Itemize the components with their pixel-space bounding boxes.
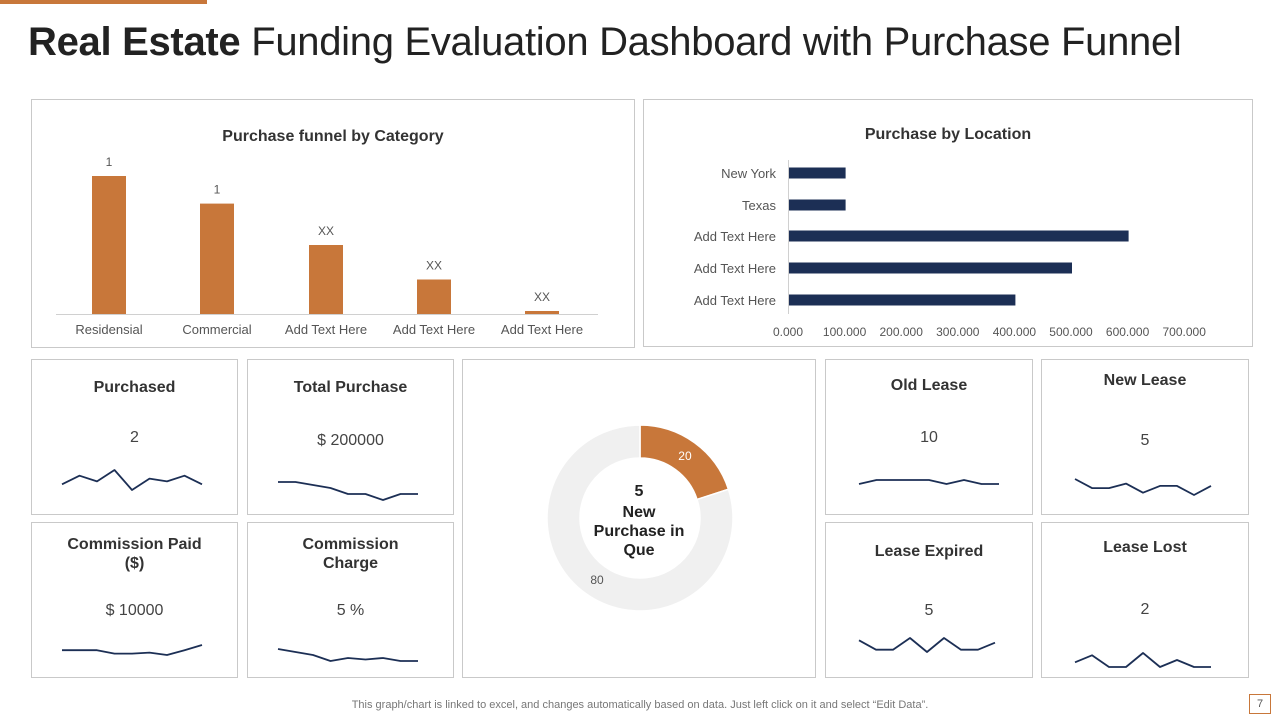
card-title: Purchased — [93, 379, 176, 396]
location-category-label: Add Text Here — [694, 261, 776, 276]
location-category-label: Add Text Here — [694, 229, 776, 244]
card-title: Lease Lost — [1103, 539, 1187, 556]
card-purchased[interactable]: Purchased 2 — [31, 359, 238, 515]
donut-center-label: New Purchase in Que — [593, 504, 685, 559]
funnel-data-label: XX — [318, 224, 334, 238]
location-chart-panel[interactable]: Purchase by Location New York Texas Add Te… — [643, 99, 1253, 347]
card-value: $ 10000 — [105, 602, 164, 619]
donut-center-value: 5 — [634, 483, 644, 500]
funnel-category-label: Add Text Here — [393, 322, 475, 337]
funnel-data-label: 1 — [214, 183, 221, 197]
card-old-lease[interactable]: Old Lease 10 — [825, 359, 1033, 515]
funnel-data-label: XX — [534, 290, 550, 304]
funnel-category-label: Residensial — [75, 322, 142, 337]
sparkline-path — [278, 481, 418, 501]
location-x-tick: 400.000 — [993, 325, 1037, 339]
card-value: $ 200000 — [317, 432, 384, 449]
card-title: Lease Expired — [874, 543, 984, 560]
location-bar[interactable] — [789, 199, 846, 211]
funnel-bar[interactable] — [525, 311, 559, 314]
sparkline — [61, 469, 203, 491]
card-title: New Lease — [1103, 372, 1187, 389]
location-category-label: Texas — [742, 198, 776, 213]
donut-slice[interactable] — [546, 424, 734, 612]
location-bar[interactable] — [789, 294, 1016, 306]
card-value: 2 — [1140, 601, 1150, 618]
location-x-tick: 200.000 — [880, 325, 924, 339]
sparkline-path — [277, 648, 418, 662]
sparkline-path — [62, 644, 203, 656]
donut-slice-label: 20 — [678, 449, 692, 463]
sparkline-path — [858, 479, 999, 485]
donut-slice-label: 80 — [590, 573, 604, 587]
location-x-tick: 0.000 — [773, 325, 803, 339]
funnel-chart-title: Purchase funnel by Category — [222, 128, 444, 145]
sparkline — [858, 479, 999, 485]
sparkline — [278, 481, 418, 501]
location-bar[interactable] — [789, 230, 1129, 242]
card-title: Total Purchase — [293, 379, 408, 396]
card-lease-lost[interactable]: Lease Lost 2 — [1041, 522, 1249, 678]
sparkline — [858, 637, 996, 653]
accent-bar — [0, 0, 207, 4]
location-x-tick: 300.000 — [936, 325, 980, 339]
funnel-chart: 1 Residensial 1 Commercial XX Add Text Here XX… — [56, 155, 598, 337]
card-title: Commission Charge — [302, 536, 399, 572]
sparkline-path — [858, 637, 996, 653]
card-lease-expired[interactable]: Lease Expired 5 — [825, 522, 1033, 678]
funnel-bar[interactable] — [309, 245, 343, 314]
sparkline — [1074, 478, 1212, 496]
card-value: 10 — [920, 429, 938, 446]
card-value: 2 — [130, 429, 139, 446]
sparkline-path — [1074, 652, 1211, 668]
card-total-purchase[interactable]: Total Purchase $ 200000 — [247, 359, 454, 515]
donut-panel[interactable]: 20 80 5 New Purchase in Que — [462, 359, 816, 678]
page-title: Real Estate Funding Evaluation Dashboard… — [28, 20, 1182, 64]
footer-note: This graph/chart is linked to excel, and… — [351, 699, 929, 711]
sparkline-path — [1074, 478, 1212, 496]
sparkline — [1074, 652, 1211, 668]
card-commission-charge[interactable]: Commission Charge 5 % — [247, 522, 454, 678]
card-commission-paid[interactable]: Commission Paid ($) $ 10000 — [31, 522, 238, 678]
location-x-tick: 600.000 — [1106, 325, 1150, 339]
sparkline — [277, 648, 418, 662]
location-chart-title: Purchase by Location — [864, 126, 1032, 143]
card-value: 5 % — [336, 602, 365, 619]
location-x-tick: 500.000 — [1049, 325, 1093, 339]
card-title: Old Lease — [890, 377, 968, 394]
card-new-lease[interactable]: New Lease 5 — [1041, 359, 1249, 515]
funnel-bar[interactable] — [92, 176, 126, 314]
funnel-category-label: Add Text Here — [285, 322, 367, 337]
location-bar[interactable] — [789, 167, 846, 179]
location-x-tick: 700.000 — [1163, 325, 1207, 339]
card-value: 5 — [1140, 432, 1150, 449]
page-number: 7 — [1249, 694, 1271, 714]
card-value: 5 — [924, 602, 934, 619]
funnel-data-label: XX — [426, 259, 442, 273]
funnel-bar[interactable] — [417, 279, 451, 315]
sparkline-path — [61, 469, 203, 491]
location-bar[interactable] — [789, 262, 1072, 274]
funnel-data-label: 1 — [106, 155, 113, 169]
funnel-category-label: Add Text Here — [501, 322, 583, 337]
funnel-bar[interactable] — [200, 203, 234, 314]
funnel-category-label: Commercial — [182, 322, 251, 337]
location-category-label: Add Text Here — [694, 293, 776, 308]
location-category-label: New York — [721, 166, 776, 181]
funnel-chart-panel[interactable]: Purchase funnel by Category 1 Residensial… — [31, 99, 635, 348]
card-title: Commission Paid ($) — [67, 536, 202, 572]
location-x-tick: 100.000 — [823, 325, 867, 339]
sparkline — [62, 644, 203, 656]
location-chart: New York Texas Add Text Here Add Text Here A… — [694, 160, 1207, 339]
